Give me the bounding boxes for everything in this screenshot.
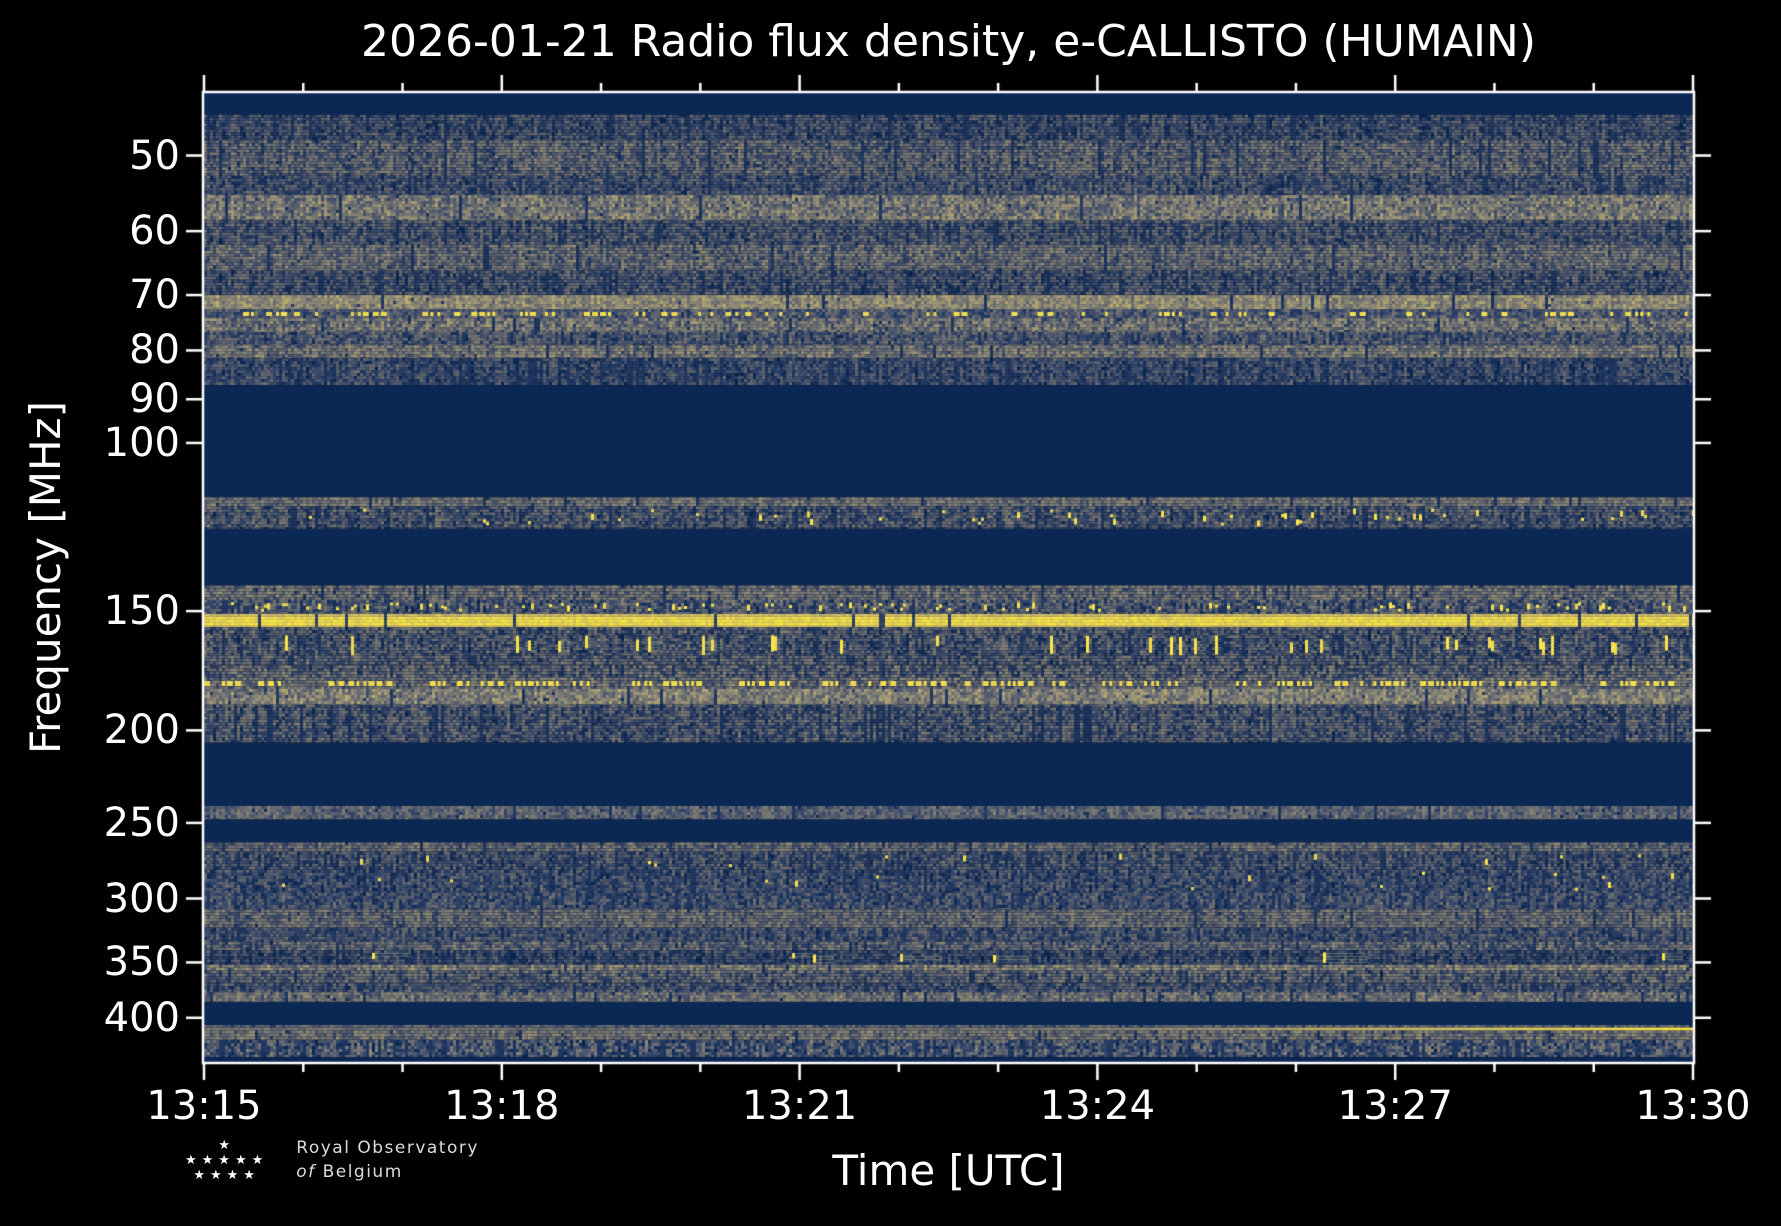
rob-logo-stars-icon: ★ ★★★★★ ★★★★ <box>180 1138 268 1183</box>
rob-logo-text: Royal Observatory of Belgium <box>296 1136 479 1184</box>
logo-text-belgium: Belgium <box>322 1162 403 1182</box>
logo-text-of: of <box>296 1162 316 1182</box>
x-tick-label: 13:15 <box>146 1083 262 1129</box>
x-tick-label: 13:18 <box>444 1083 560 1129</box>
y-tick-label: 300 <box>103 875 180 922</box>
x-tick-label: 13:21 <box>741 1083 858 1129</box>
star-row: ★★★★ <box>193 1167 260 1183</box>
x-tick-label: 13:24 <box>1039 1083 1156 1129</box>
plot-title: 2026-01-21 Radio flux density, e-CALLIST… <box>360 16 1537 67</box>
x-tick-label: 13:27 <box>1337 1083 1453 1129</box>
x-axis-label: Time [UTC] <box>832 1146 1065 1195</box>
y-tick-label: 100 <box>103 419 180 466</box>
y-tick-label: 200 <box>103 707 180 754</box>
x-tick-label: 13:30 <box>1635 1083 1751 1129</box>
logo-text-line1: Royal Observatory <box>296 1138 479 1158</box>
y-tick-label: 90 <box>129 376 180 423</box>
y-tick-label: 70 <box>129 272 180 319</box>
y-tick-label: 150 <box>103 588 180 635</box>
logo-text-line2: of Belgium <box>296 1160 479 1184</box>
y-tick-label: 50 <box>129 132 180 179</box>
y-tick-label: 350 <box>103 939 180 986</box>
y-tick-label: 80 <box>129 327 180 374</box>
rob-logo: ★ ★★★★★ ★★★★ Royal Observatory of Belgiu… <box>180 1136 479 1184</box>
y-tick-label: 60 <box>129 208 180 255</box>
star-row: ★ <box>218 1137 235 1153</box>
star-row: ★★★★★ <box>185 1152 269 1168</box>
y-tick-label: 250 <box>103 799 180 846</box>
y-tick-label: 400 <box>103 994 180 1041</box>
